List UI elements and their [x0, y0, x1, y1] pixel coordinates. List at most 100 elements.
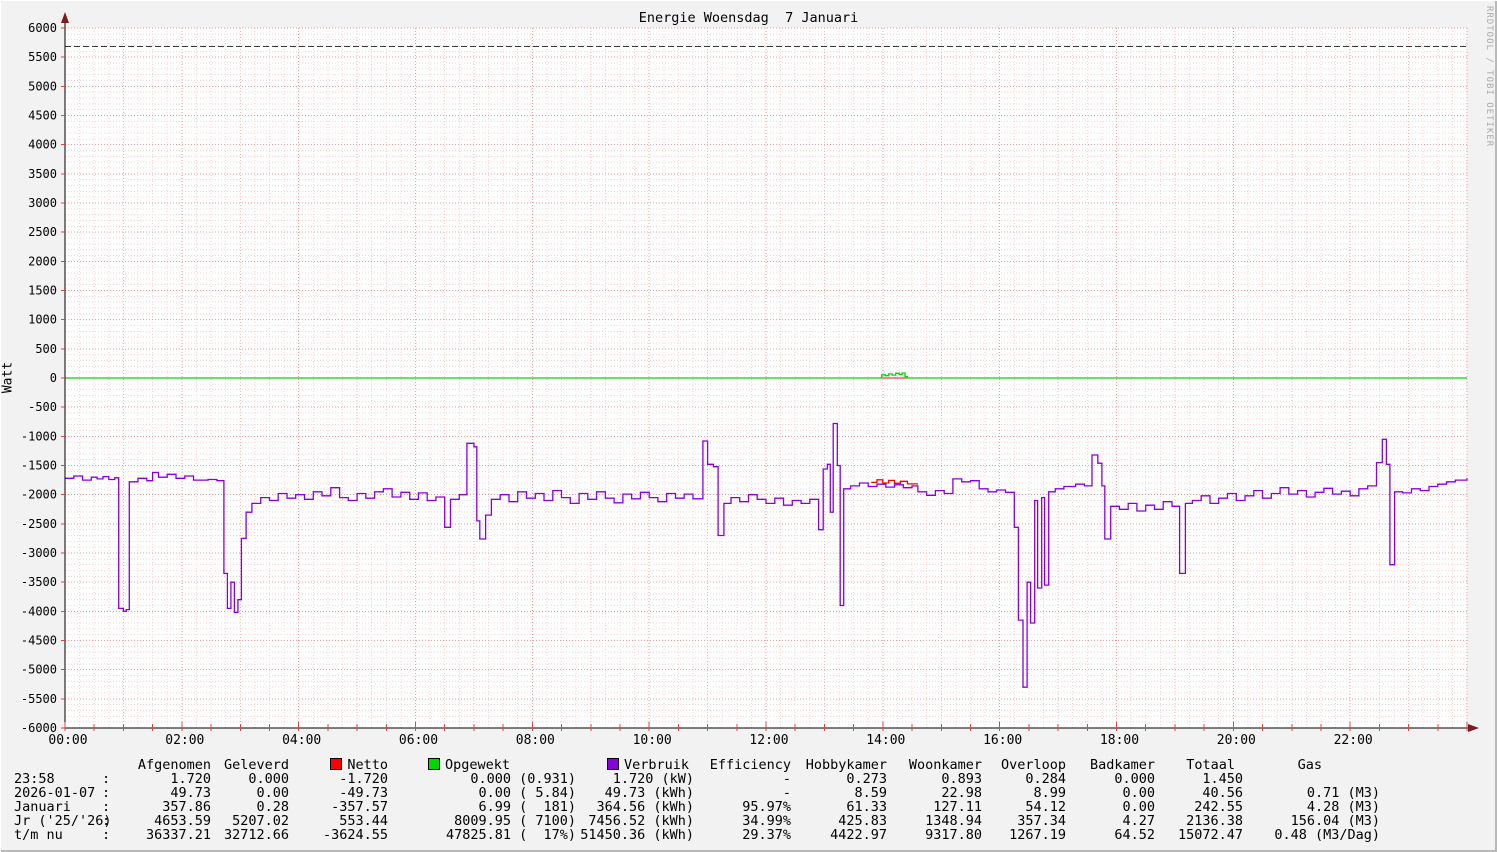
svg-text:14:00: 14:00 [866, 733, 905, 748]
legend-cell-hobbykamer: 8.59 [854, 785, 887, 801]
svg-text:-3500: -3500 [21, 575, 57, 589]
legend-cell-efficiency: 95.97% [742, 799, 791, 815]
legend-cell-gas: 4.28 (M3) [1306, 799, 1380, 815]
legend-cell-netto: -49.73 [339, 785, 388, 801]
svg-text:10:00: 10:00 [633, 733, 672, 748]
legend-header-totaal: Totaal [1155, 758, 1243, 772]
svg-text:2500: 2500 [28, 225, 57, 239]
svg-text:-500: -500 [28, 400, 57, 414]
rrdtool-watermark: RRDTOOL / TOBI OETIKER [1484, 6, 1494, 148]
legend-header-label: Gas [1297, 757, 1322, 773]
legend-header-label: Overloop [1000, 757, 1066, 773]
legend-header-opgewekt: Opgewekt [388, 758, 576, 772]
legend-header-hobbykamer: Hobbykamer [791, 758, 887, 772]
legend-header-woonkamer: Woonkamer [887, 758, 982, 772]
legend-cell-totaal: 40.56 [1202, 785, 1243, 801]
svg-text:3500: 3500 [28, 167, 57, 181]
legend-cell-opgewekt: 6.99 ( 181) [478, 799, 576, 815]
legend-cell-verbruik: 364.56 (kWh) [596, 799, 694, 815]
legend-row-t-m-nu: t/m nu: 36337.21 32712.66 -3624.55 47825.81 … [0, 828, 1497, 842]
netto-series-swatch-icon [330, 758, 343, 770]
svg-text:-2000: -2000 [21, 488, 57, 502]
legend-header-label: Netto [347, 757, 388, 773]
legend-cell-afgenomen: 36337.21 [145, 827, 211, 843]
legend-header-gas: Gas [1243, 758, 1380, 772]
svg-text:00:00: 00:00 [48, 733, 87, 748]
legend-row-label: t/m nu [14, 827, 63, 843]
svg-text:-5500: -5500 [21, 692, 57, 706]
chart-title: Energie Woensdag 7 Januari [638, 10, 859, 26]
legend-cell-gas: 0.48 (M3/Dag) [1274, 827, 1380, 843]
legend-cell-verbruik: 1.720 (kW) [612, 771, 694, 787]
svg-text:08:00: 08:00 [516, 733, 555, 748]
legend-cell-overloop: 0.284 [1025, 771, 1066, 787]
legend-cell-hobbykamer: 4422.97 [830, 827, 887, 843]
verbruik-series-swatch-icon [606, 758, 619, 770]
legend-cell-geleverd: 0.000 [248, 771, 289, 787]
legend-cell-efficiency: 29.37% [742, 827, 791, 843]
legend-cell-afgenomen: 49.73 [170, 785, 211, 801]
svg-text:4500: 4500 [28, 109, 57, 123]
svg-text:02:00: 02:00 [165, 733, 204, 748]
legend-header-spacer [0, 758, 100, 772]
svg-text:04:00: 04:00 [282, 733, 321, 748]
legend-row-label: Jr ('25/'26) [14, 813, 112, 829]
legend-cell-badkamer: 0.00 [1122, 799, 1155, 815]
svg-text:3000: 3000 [28, 196, 57, 210]
svg-text:16:00: 16:00 [983, 733, 1022, 748]
legend-cell-verbruik: 49.73 (kWh) [604, 785, 694, 801]
legend-cell-afgenomen: 4653.59 [154, 813, 211, 829]
legend-cell-overloop: 357.34 [1017, 813, 1066, 829]
legend-header-badkamer: Badkamer [1066, 758, 1155, 772]
legend-rows: 23:58: 1.720 0.000 -1.720 0.000 (0.931) 1.720… [0, 772, 1497, 842]
legend-header-afgenomen: Afgenomen [112, 758, 211, 772]
svg-text:500: 500 [35, 342, 57, 356]
svg-text:06:00: 06:00 [399, 733, 438, 748]
legend-cell-woonkamer: 9317.80 [925, 827, 982, 843]
svg-text:4000: 4000 [28, 138, 57, 152]
legend-cell-woonkamer: 0.893 [941, 771, 982, 787]
svg-text:12:00: 12:00 [749, 733, 788, 748]
svg-text:1500: 1500 [28, 284, 57, 298]
svg-text:18:00: 18:00 [1100, 733, 1139, 748]
legend-header-label: Afgenomen [137, 757, 211, 773]
legend-cell-badkamer: 0.000 [1114, 771, 1155, 787]
legend-row-label: 23:58 [14, 771, 55, 787]
legend-cell-woonkamer: 127.11 [933, 799, 982, 815]
legend-cell-totaal: 2136.38 [1186, 813, 1243, 829]
legend-cell-badkamer: 64.52 [1114, 827, 1155, 843]
legend-row-label: 2026-01-07 [14, 785, 96, 801]
legend-cell-overloop: 54.12 [1025, 799, 1066, 815]
legend-cell-opgewekt: 0.000 (0.931) [470, 771, 576, 787]
legend-cell-efficiency: - [782, 771, 791, 787]
legend-cell-woonkamer: 1348.94 [925, 813, 982, 829]
legend-cell-opgewekt: 8009.95 ( 7100) [454, 813, 576, 829]
legend-row-separator: : [102, 799, 111, 815]
legend-cell-gas: 156.04 (M3) [1290, 813, 1380, 829]
svg-text:22:00: 22:00 [1334, 733, 1373, 748]
svg-text:5000: 5000 [28, 79, 57, 93]
legend-cell-efficiency: 34.99% [742, 813, 791, 829]
legend-header-label: Totaal [1186, 757, 1235, 773]
legend-header-label: Geleverd [223, 757, 289, 773]
svg-text:-2500: -2500 [21, 517, 57, 531]
legend-row-label: Januari [14, 799, 71, 815]
legend-cell-geleverd: 0.00 [256, 785, 289, 801]
svg-text:20:00: 20:00 [1217, 733, 1256, 748]
legend-cell-netto: -357.57 [331, 799, 388, 815]
legend-cell-opgewekt: 0.00 ( 5.84) [478, 785, 576, 801]
legend-cell-geleverd: 0.28 [256, 799, 289, 815]
legend-cell-afgenomen: 357.86 [162, 799, 211, 815]
legend-cell-totaal: 242.55 [1194, 799, 1243, 815]
legend-header-efficiency: Efficiency [694, 758, 791, 772]
legend-row-2026-01-07: 2026-01-07: 49.73 0.00 -49.73 0.00 ( 5.84) 49… [0, 786, 1497, 800]
legend-row-separator: : [102, 785, 111, 801]
legend-header-overloop: Overloop [982, 758, 1066, 772]
legend-cell-netto: -1.720 [339, 771, 388, 787]
legend-row-januari: Januari: 357.86 0.28 -357.57 6.99 ( 181) 364.… [0, 800, 1497, 814]
legend-cell-hobbykamer: 61.33 [846, 799, 887, 815]
legend-row-separator: : [102, 771, 111, 787]
svg-text:1000: 1000 [28, 313, 57, 327]
svg-text:-5000: -5000 [21, 663, 57, 677]
